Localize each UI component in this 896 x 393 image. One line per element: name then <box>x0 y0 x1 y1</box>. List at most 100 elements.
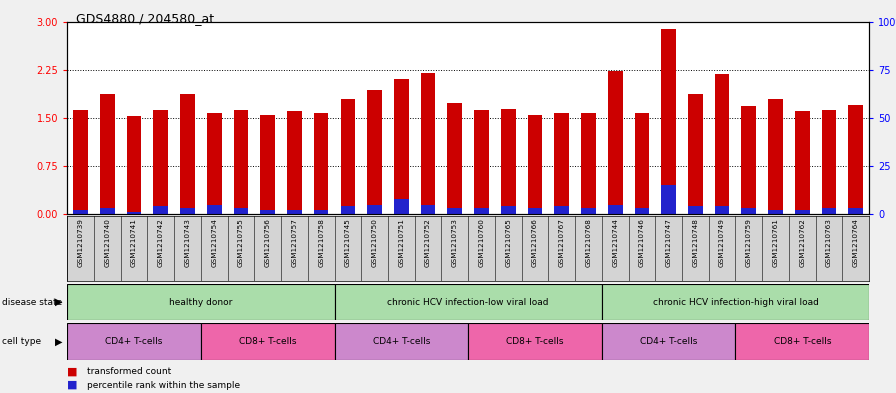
Bar <box>822 110 836 214</box>
Bar <box>849 105 863 214</box>
Bar <box>447 103 462 214</box>
Bar <box>736 323 869 360</box>
Bar <box>474 110 489 214</box>
Text: GSM1210762: GSM1210762 <box>799 218 806 267</box>
Text: GSM1210747: GSM1210747 <box>666 218 672 267</box>
Bar <box>421 204 435 214</box>
Text: GSM1210761: GSM1210761 <box>772 218 779 267</box>
Bar <box>501 109 515 214</box>
Text: GSM1210745: GSM1210745 <box>345 218 351 267</box>
Text: GSM1210758: GSM1210758 <box>318 218 324 267</box>
Bar <box>849 208 863 214</box>
Text: chronic HCV infection-high viral load: chronic HCV infection-high viral load <box>652 298 818 307</box>
Bar <box>715 74 729 214</box>
Bar <box>340 206 355 214</box>
Bar <box>607 71 623 214</box>
Bar <box>207 204 221 214</box>
Bar <box>207 114 221 214</box>
Bar <box>795 210 810 214</box>
Text: GSM1210741: GSM1210741 <box>131 218 137 267</box>
Bar <box>100 208 115 214</box>
Text: GSM1210754: GSM1210754 <box>211 218 217 267</box>
Bar <box>334 323 468 360</box>
Text: disease state: disease state <box>2 298 62 307</box>
Bar <box>287 112 302 214</box>
Bar <box>100 94 115 214</box>
Bar <box>126 212 142 214</box>
Bar <box>73 210 88 214</box>
Bar <box>501 206 515 214</box>
Text: CD8+ T-cells: CD8+ T-cells <box>239 337 297 346</box>
Bar <box>602 284 869 320</box>
Bar <box>201 323 334 360</box>
Text: ■: ■ <box>67 380 78 390</box>
Bar <box>261 115 275 214</box>
Text: GSM1210765: GSM1210765 <box>505 218 512 267</box>
Bar <box>582 208 596 214</box>
Text: GSM1210746: GSM1210746 <box>639 218 645 267</box>
Bar <box>715 206 729 214</box>
Text: GSM1210763: GSM1210763 <box>826 218 832 267</box>
Text: GSM1210768: GSM1210768 <box>585 218 591 267</box>
Text: GSM1210767: GSM1210767 <box>559 218 564 267</box>
Text: GSM1210764: GSM1210764 <box>853 218 858 267</box>
Text: GSM1210740: GSM1210740 <box>104 218 110 267</box>
Text: GSM1210759: GSM1210759 <box>745 218 752 267</box>
Text: GSM1210742: GSM1210742 <box>158 218 164 267</box>
Bar <box>742 107 756 214</box>
Bar <box>688 94 702 214</box>
Text: GSM1210739: GSM1210739 <box>78 218 83 267</box>
Text: chronic HCV infection-low viral load: chronic HCV infection-low viral load <box>387 298 549 307</box>
Bar <box>688 206 702 214</box>
Text: ▶: ▶ <box>56 336 63 347</box>
Bar <box>661 185 676 214</box>
Text: CD8+ T-cells: CD8+ T-cells <box>773 337 831 346</box>
Bar <box>582 113 596 214</box>
Text: GSM1210756: GSM1210756 <box>264 218 271 267</box>
Bar <box>180 94 194 214</box>
Bar <box>234 208 248 214</box>
Text: GSM1210755: GSM1210755 <box>238 218 244 267</box>
Bar <box>421 73 435 214</box>
Text: transformed count: transformed count <box>87 367 171 376</box>
Bar <box>234 110 248 214</box>
Bar <box>67 323 201 360</box>
Text: CD4+ T-cells: CD4+ T-cells <box>640 337 697 346</box>
Text: ▶: ▶ <box>56 297 63 307</box>
Bar <box>468 323 602 360</box>
Text: GSM1210751: GSM1210751 <box>399 218 404 267</box>
Bar <box>287 210 302 214</box>
Bar <box>394 79 409 214</box>
Text: GSM1210743: GSM1210743 <box>185 218 191 267</box>
Bar <box>314 210 329 214</box>
Text: CD4+ T-cells: CD4+ T-cells <box>106 337 163 346</box>
Text: GSM1210766: GSM1210766 <box>532 218 538 267</box>
Text: GSM1210757: GSM1210757 <box>291 218 297 267</box>
Bar <box>474 208 489 214</box>
Text: GSM1210752: GSM1210752 <box>425 218 431 267</box>
Text: GSM1210750: GSM1210750 <box>372 218 377 267</box>
Bar <box>795 112 810 214</box>
Bar <box>528 115 542 214</box>
Text: GSM1210744: GSM1210744 <box>612 218 618 267</box>
Bar <box>528 208 542 214</box>
Bar <box>555 113 569 214</box>
Bar <box>340 99 355 214</box>
Bar <box>334 284 602 320</box>
Text: CD4+ T-cells: CD4+ T-cells <box>373 337 430 346</box>
Bar <box>126 116 142 214</box>
Bar <box>394 199 409 214</box>
Bar <box>180 208 194 214</box>
Text: GSM1210760: GSM1210760 <box>478 218 485 267</box>
Text: CD8+ T-cells: CD8+ T-cells <box>506 337 564 346</box>
Bar <box>822 208 836 214</box>
Bar <box>742 208 756 214</box>
Bar <box>768 210 783 214</box>
Text: GSM1210753: GSM1210753 <box>452 218 458 267</box>
Bar <box>261 210 275 214</box>
Bar <box>447 208 462 214</box>
Text: healthy donor: healthy donor <box>169 298 233 307</box>
Bar <box>367 204 382 214</box>
Text: ■: ■ <box>67 366 78 376</box>
Bar <box>153 110 168 214</box>
